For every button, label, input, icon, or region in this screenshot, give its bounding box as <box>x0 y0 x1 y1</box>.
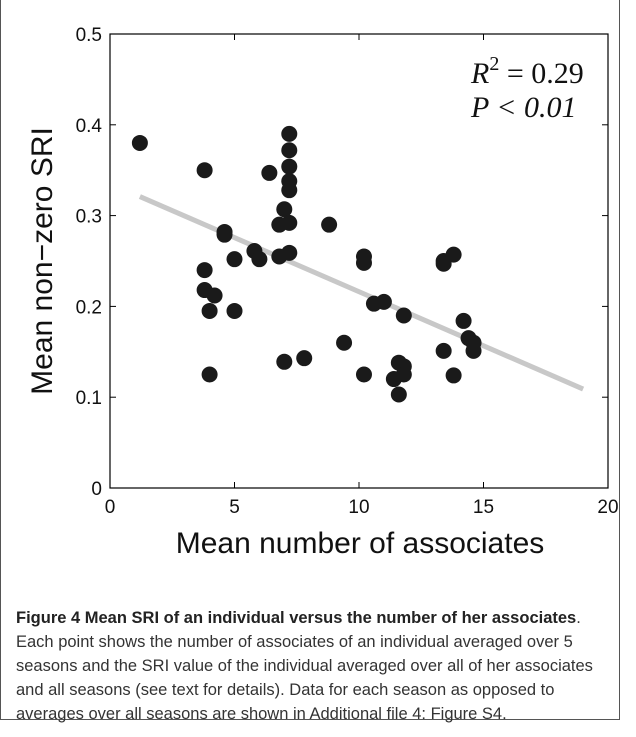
caption-body: . Each point shows the number of associa… <box>16 609 593 723</box>
data-point <box>206 287 223 304</box>
data-point <box>355 366 372 383</box>
data-point <box>321 216 338 233</box>
data-point <box>435 342 452 359</box>
data-point <box>281 214 298 231</box>
data-point <box>336 334 353 351</box>
data-point <box>296 350 313 367</box>
scatter-chart: 0 5 10 15 20 0 0.1 0.2 0.3 0.4 0.5 R2 = 0.29 P < 0… <box>26 25 619 560</box>
x-tick-label: 5 <box>229 497 240 518</box>
y-tick-label: 0.4 <box>76 116 103 137</box>
y-axis-label: Mean non−zero SRI <box>26 127 59 395</box>
data-point <box>196 162 213 179</box>
x-tick-label: 0 <box>105 497 116 518</box>
data-point <box>395 307 412 324</box>
p-value-annotation: P < 0.01 <box>470 91 577 124</box>
axis-ticks: 0 5 10 15 20 0 0.1 0.2 0.3 0.4 0.5 <box>76 25 619 518</box>
x-tick-label: 20 <box>597 497 618 518</box>
x-tick-label: 15 <box>473 497 494 518</box>
r-squared-exponent: 2 <box>489 53 499 75</box>
data-point <box>276 353 293 370</box>
y-tick-label: 0.1 <box>76 388 102 409</box>
data-point <box>281 182 298 199</box>
figure-caption: Figure 4 Mean SRI of an individual versu… <box>16 606 612 726</box>
data-point <box>201 302 218 319</box>
data-point <box>445 246 462 263</box>
caption-title: Figure 4 Mean SRI of an individual versu… <box>16 609 577 627</box>
data-point <box>226 302 243 319</box>
data-point <box>251 251 268 268</box>
data-point <box>375 293 392 310</box>
data-points <box>131 125 482 403</box>
data-point <box>455 312 472 329</box>
data-point <box>465 342 482 359</box>
y-tick-label: 0.2 <box>76 297 102 318</box>
data-point <box>226 251 243 268</box>
data-point <box>201 366 218 383</box>
data-point <box>261 164 278 181</box>
data-point <box>445 367 462 384</box>
figure-frame <box>0 0 620 720</box>
data-point <box>276 201 293 218</box>
data-point <box>131 134 148 151</box>
data-point <box>281 125 298 142</box>
data-point <box>281 158 298 175</box>
x-axis-label: Mean number of associates <box>176 527 545 560</box>
data-point <box>395 366 412 383</box>
data-point <box>216 226 233 243</box>
data-point <box>390 386 407 403</box>
r-squared-annotation: R2 = 0.29 <box>470 53 584 90</box>
y-tick-label: 0.3 <box>76 207 102 228</box>
data-point <box>196 262 213 279</box>
data-point <box>281 142 298 159</box>
y-tick-label: 0 <box>91 479 102 500</box>
data-point <box>281 244 298 261</box>
r-squared-value: = 0.29 <box>499 57 583 90</box>
x-tick-label: 10 <box>348 497 369 518</box>
regression-line <box>138 194 585 392</box>
data-point <box>355 254 372 271</box>
y-tick-label: 0.5 <box>76 25 102 46</box>
